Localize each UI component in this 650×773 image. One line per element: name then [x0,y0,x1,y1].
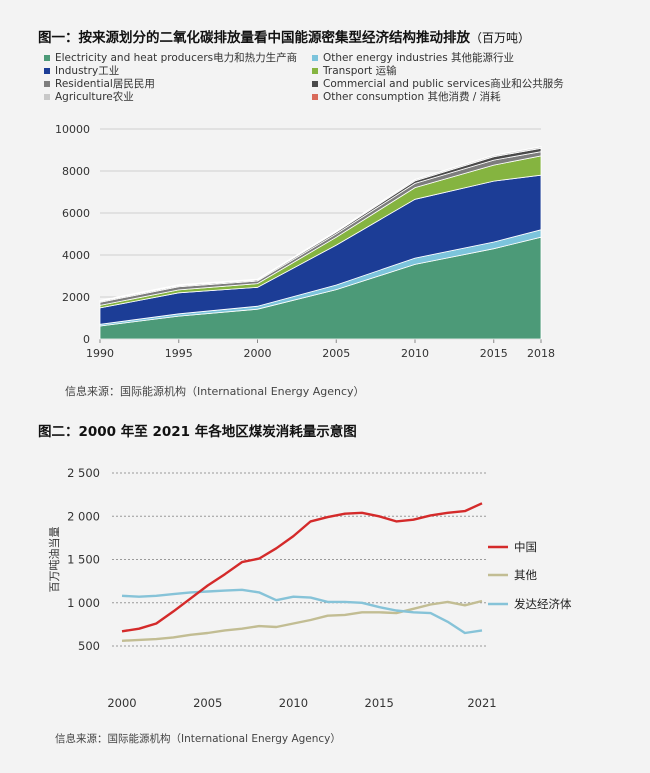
legend-label-commercial: Commercial and public services商业和公共服务 [323,78,564,90]
legend-item-agriculture: Agriculture农业 [44,89,134,104]
legend-label-electricity: Electricity and heat producers电力和热力生产商 [55,52,298,64]
legend-label-developed: 发达经济体 [514,597,572,611]
legend-marker-agriculture [44,94,50,100]
y-tick-label: 8000 [62,165,90,178]
y-tick-label: 2000 [62,291,90,304]
y-tick-label: 4000 [62,249,90,262]
line-china [121,502,483,633]
figure2-title: 图二：2000 年至 2021 年各地区煤炭消耗量示意图 [38,424,357,440]
emissions-stacked-area-chart: 0 2000 4000 6000 8000 10000 1990 1995 2000 2005 20… [55,123,555,360]
legend-label-industry: Industry工业 [55,65,120,77]
legend-label-other_consumption: Other consumption 其他消费 / 消耗 [323,91,501,103]
legend-item-electricity: Electricity and heat producers电力和热力生产商 [44,50,297,65]
y-tick-label: 2 500 [67,466,100,480]
x-tick-label: 2005 [322,347,350,360]
x-tick-label: 2018 [527,347,555,360]
legend-label-residential: Residential居民民用 [55,78,155,90]
legend-label-transport: Transport 运输 [323,65,397,77]
x-tick-label: 2000 [244,347,272,360]
legend-item-residential: Residential居民民用 [44,76,155,91]
x-tick-label: 2010 [401,347,429,360]
x-tick-label: 1990 [86,347,114,360]
legend-marker-other_energy [312,55,318,61]
legend-label-china: 中国 [514,540,537,554]
legend-item-transport: Transport 运输 [312,63,397,78]
legend-item-china: 中国 [488,540,537,554]
legend-item-other_consumption: Other consumption 其他消费 / 消耗 [312,89,501,104]
y-tick-label: 10000 [55,123,90,136]
area-other_consumption [99,146,542,302]
legend-marker-transport [312,68,318,74]
y-tick-label: 6000 [62,207,90,220]
figure2-source: 信息来源：国际能源机构（International Energy Agency） [55,733,341,745]
x-tick-label: 1995 [165,347,193,360]
x-tick-label: 2005 [193,696,222,710]
figure1-unit: （百万吨） [470,31,531,45]
line-other [121,599,483,642]
x-tick-label: 2015 [365,696,394,710]
legend-marker-other_consumption [312,94,318,100]
legend-marker-industry [44,68,50,74]
y-axis-label: 百万吨油当量 [47,527,61,593]
x-tick-label: 2015 [480,347,508,360]
legend-label-other: 其他 [514,568,537,582]
figure1-title: 图一：按来源划分的二氧化碳排放量看中国能源密集型经济结构推动排放（百万吨） [38,30,531,46]
legend-item-other_energy: Other energy industries 其他能源行业 [312,50,514,65]
x-tick-label: 2000 [107,696,136,710]
legend-marker-electricity [44,55,50,61]
legend-marker-residential [44,81,50,87]
legend-item-developed: 发达经济体 [488,597,572,611]
legend-item-industry: Industry工业 [44,63,119,78]
y-tick-label: 1 000 [67,596,100,610]
legend-item-other: 其他 [488,568,537,582]
legend-marker-commercial [312,81,318,87]
legend-item-commercial: Commercial and public services商业和公共服务 [312,76,564,91]
y-tick-label: 500 [78,639,100,653]
line-developed [121,588,483,635]
y-tick-label: 2 000 [67,509,100,523]
y-tick-label: 1 500 [67,553,100,567]
y-tick-label: 0 [83,333,90,346]
figure1-source: 信息来源：国际能源机构（International Energy Agency） [65,385,365,398]
x-tick-label: 2021 [467,696,496,710]
legend-label-agriculture: Agriculture农业 [55,91,134,103]
legend-label-other_energy: Other energy industries 其他能源行业 [323,52,515,64]
x-tick-label: 2010 [279,696,308,710]
